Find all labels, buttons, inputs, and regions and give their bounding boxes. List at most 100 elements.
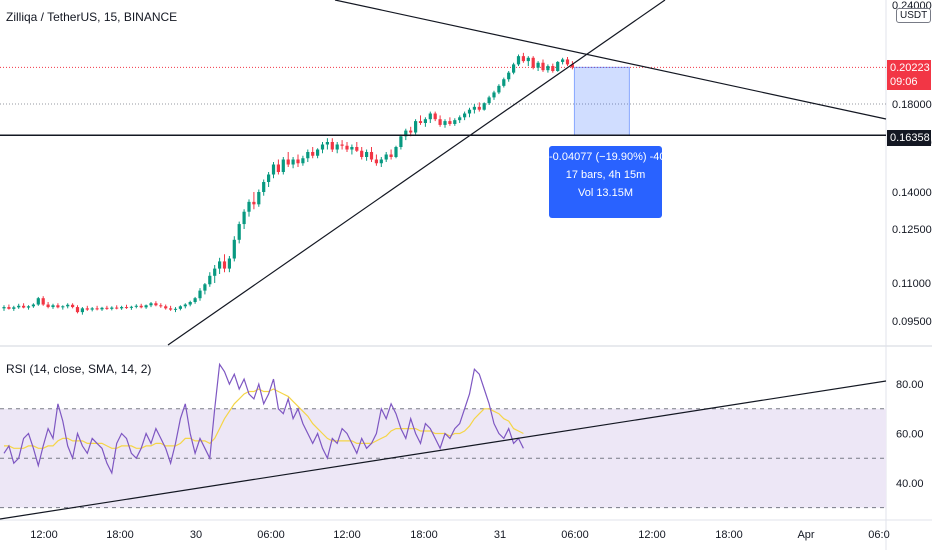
candle-body xyxy=(51,305,55,308)
time-tick-label: 31 xyxy=(494,529,506,541)
candle-body xyxy=(144,305,148,308)
time-tick-label: Apr xyxy=(797,529,814,541)
candle-body xyxy=(365,152,369,157)
candle-body xyxy=(203,284,207,291)
candle-body xyxy=(173,308,178,310)
candle-body xyxy=(56,305,60,308)
candle-body xyxy=(2,307,6,309)
candle-body xyxy=(208,275,212,285)
price-tick-label: 0.14000 xyxy=(892,187,932,199)
time-tick-label: 06:00 xyxy=(561,529,589,541)
candle-body xyxy=(546,66,550,71)
measure-tooltip: -0.04077 (−19.90%) -4077 17 bars, 4h 15m… xyxy=(549,146,678,218)
candle-body xyxy=(325,142,329,145)
rsi-line xyxy=(3,362,524,475)
candle-body xyxy=(75,307,80,313)
candle-body xyxy=(512,64,516,73)
candle-body xyxy=(311,152,315,156)
rsi-tick-label: 40.00 xyxy=(896,478,924,490)
candle-body xyxy=(301,158,305,164)
candle-body xyxy=(257,192,261,205)
candle-body xyxy=(492,92,496,98)
candle-body xyxy=(95,308,99,310)
candle-body xyxy=(237,224,241,240)
candle-body xyxy=(183,304,187,307)
candle-body xyxy=(379,159,383,164)
currency-label[interactable]: USDT xyxy=(896,8,932,23)
time-tick-label: 06:00 xyxy=(257,529,285,541)
candle-body xyxy=(46,304,50,308)
candle-body xyxy=(110,307,114,309)
candle-body xyxy=(467,109,472,114)
price-tick-label: 0.09500 xyxy=(892,316,932,328)
candle-body xyxy=(154,303,158,306)
time-tick-label: 12:00 xyxy=(30,529,58,541)
candle-body xyxy=(570,64,574,68)
candle-body xyxy=(502,79,506,86)
candle-body xyxy=(536,62,540,68)
candle-body xyxy=(330,142,334,150)
candle-body xyxy=(247,201,251,212)
candle-body xyxy=(134,305,138,307)
candle-body xyxy=(129,306,133,308)
candle-body xyxy=(222,261,227,269)
candle-body xyxy=(120,307,124,309)
candle-body xyxy=(159,305,163,307)
last-price: 0.20223 xyxy=(890,62,930,74)
rsi-band xyxy=(0,408,886,509)
candle-body xyxy=(124,307,129,309)
candle-body xyxy=(149,303,153,306)
candle-body xyxy=(556,61,560,71)
candle-body xyxy=(242,211,246,225)
measure-bars: 17 bars, 4h 15m xyxy=(565,169,646,181)
candle-body xyxy=(561,59,565,62)
candle-body xyxy=(115,307,119,309)
candle-body xyxy=(418,121,423,123)
candle-body xyxy=(80,308,84,313)
rsi-lines xyxy=(3,362,524,475)
candle-body xyxy=(105,307,109,309)
rsi-trendline xyxy=(0,380,887,520)
candle-body xyxy=(394,147,398,157)
time-tick-label: 12:00 xyxy=(638,529,666,541)
candle-body xyxy=(71,304,75,308)
measure-volume: Vol 13.15M xyxy=(577,187,634,199)
candle-body xyxy=(374,159,378,164)
candle-body xyxy=(188,302,192,305)
candle-body xyxy=(193,298,197,302)
candle-body xyxy=(286,159,290,165)
candle-body xyxy=(551,66,555,71)
descending-trendline xyxy=(334,0,887,120)
candle-body xyxy=(423,119,427,123)
time-tick-label: 30 xyxy=(190,529,202,541)
candle-body xyxy=(472,106,476,110)
candle-body xyxy=(414,121,418,133)
candle-body xyxy=(41,298,45,305)
candle-body xyxy=(169,308,173,310)
candle-body xyxy=(433,113,437,120)
candle-body xyxy=(507,72,511,80)
candle-body xyxy=(448,121,452,124)
time-tick-label: 18:00 xyxy=(106,529,134,541)
candle-body xyxy=(22,305,26,308)
candle-body xyxy=(227,258,231,269)
price-tick-label: 0.12500 xyxy=(892,224,932,236)
price-tick-label: 0.18000 xyxy=(892,99,932,111)
candle-body xyxy=(291,159,295,165)
ascending-trendline xyxy=(167,0,666,346)
measure-change: -0.04077 (−19.90%) -4077 xyxy=(549,151,678,163)
measure-box xyxy=(573,66,630,136)
candle-body xyxy=(31,304,35,307)
candle-body xyxy=(516,56,521,65)
candle-body xyxy=(482,103,486,110)
candle-body xyxy=(531,57,535,68)
chart-title: Zilliqa / TetherUS, 15, BINANCE xyxy=(6,10,178,24)
candle-body xyxy=(139,305,143,308)
candle-body xyxy=(17,305,21,308)
candle-body xyxy=(463,113,467,118)
candle-body xyxy=(66,304,70,307)
candle-body xyxy=(428,113,432,120)
candle-body xyxy=(26,306,31,308)
